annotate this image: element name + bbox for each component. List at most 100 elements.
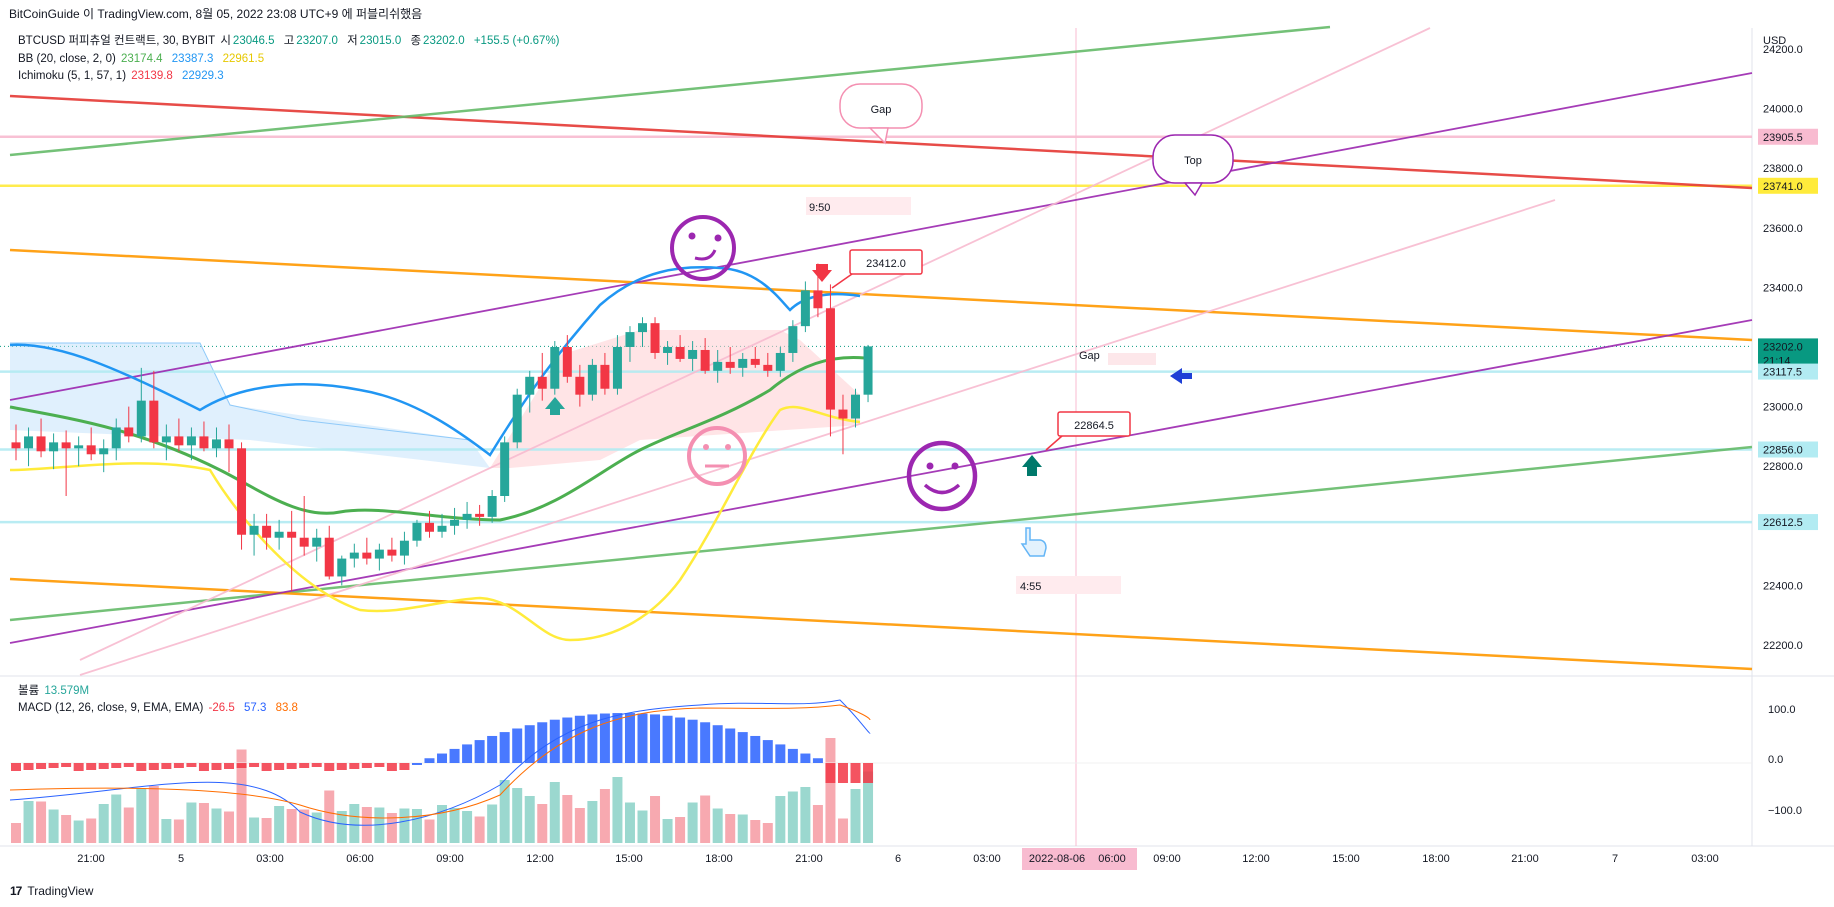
macd-hist-bar — [737, 732, 748, 763]
candle-body — [324, 537, 334, 577]
time-455-label: 4:55 — [1020, 581, 1041, 593]
publish-header: BitCoinGuide 이 TradingView.com, 8월 05, 2… — [9, 7, 423, 21]
macd-hist-bar — [224, 763, 235, 769]
candle-2 — [36, 418, 46, 458]
neutral-face-eye-l — [703, 444, 709, 450]
ichimoku-label: Ichimoku (5, 1, 57, 1) — [18, 70, 127, 82]
price-label-box — [1758, 514, 1818, 531]
candle-27 — [349, 543, 359, 568]
candle-55 — [700, 338, 710, 374]
bb-lower-line — [9, 405, 861, 642]
arrow-up-icon — [545, 397, 565, 415]
smile-face-icon — [906, 440, 978, 512]
candle-61 — [775, 347, 785, 377]
volume-bar — [386, 813, 397, 843]
candle-43 — [550, 341, 560, 395]
volume-bar — [399, 808, 410, 843]
time-950-label: 9:50 — [809, 202, 830, 214]
legend-bb[interactable]: BB (20, close, 2, 0) 23174.4 23387.3 229… — [18, 51, 270, 67]
candle-7 — [99, 439, 109, 473]
macd-hist-bar — [825, 763, 836, 783]
candle-22 — [287, 510, 297, 592]
smile-face-eye-r — [951, 462, 959, 470]
purple-channel-top — [9, 72, 1753, 401]
candle-40 — [512, 388, 522, 449]
candle-1 — [24, 427, 34, 467]
legend-macd[interactable]: MACD (12, 26, close, 9, EMA, EMA) -26.5 … — [18, 700, 304, 716]
legend-volume[interactable]: 볼륨 13.579M — [18, 683, 95, 699]
price-tick: 23400.0 — [1763, 282, 1803, 294]
macd-hist-bar — [98, 763, 109, 769]
volume-bar — [374, 807, 385, 843]
price-label-text: 23117.5 — [1763, 367, 1802, 379]
macd-hist-bar — [61, 763, 72, 767]
price-label-text: 22856.0 — [1763, 445, 1803, 457]
candle-33 — [424, 510, 434, 538]
volume-bar — [737, 814, 748, 843]
tradingview-brand[interactable]: 17 TradingView — [10, 884, 93, 898]
macd-hist-bar — [386, 763, 397, 771]
volume-bar — [675, 817, 686, 843]
candle-body — [512, 394, 522, 443]
candle-37 — [475, 504, 485, 526]
candle-body — [399, 540, 409, 556]
macd-hist-bar — [424, 758, 435, 763]
time-tick: 21:00 — [1511, 853, 1539, 865]
candle-body — [262, 525, 272, 538]
macd-hist-bar — [750, 735, 761, 763]
price-tick: 23800.0 — [1763, 163, 1803, 175]
volume-bar — [424, 819, 435, 843]
volume-bar — [549, 782, 560, 843]
macd-hist-bar — [449, 748, 460, 763]
macd-hist-bar — [487, 735, 498, 763]
macd-hist-bar — [349, 763, 360, 769]
macd-hist-bar — [675, 717, 686, 763]
open-label: 시 — [220, 35, 231, 47]
time-tick: 5 — [178, 853, 184, 865]
candle-body — [24, 436, 34, 449]
volume-bar — [524, 796, 535, 843]
volume-bar — [812, 805, 823, 843]
volume-bar — [863, 771, 874, 843]
gap-bubble-text: Gap — [871, 104, 892, 116]
volume-bar — [462, 811, 473, 843]
volume-bar — [725, 814, 736, 843]
volume-bar — [512, 788, 523, 843]
volume-bar — [624, 802, 635, 843]
candle-42 — [537, 352, 547, 401]
candle-body — [74, 445, 84, 449]
candle-54 — [688, 341, 698, 371]
macd-hist-bar — [637, 713, 648, 763]
macd-hist-bar — [324, 763, 335, 771]
candle-60 — [763, 352, 773, 377]
cursor-date-box — [1022, 848, 1137, 870]
candle-48 — [612, 335, 622, 395]
macd-hist-bar — [311, 763, 322, 767]
candle-body — [800, 290, 810, 327]
candle-body — [450, 519, 460, 526]
macd-hist-bar — [574, 715, 585, 763]
macd-hist-bar — [198, 763, 209, 771]
volume-bar — [36, 801, 47, 843]
volume-bar — [411, 809, 422, 843]
macd-hist-bar — [624, 713, 635, 763]
macd-hist-bar — [86, 763, 97, 770]
low-value: 23015.0 — [359, 35, 402, 47]
volume-bar — [286, 809, 297, 843]
legend-ichimoku[interactable]: Ichimoku (5, 1, 57, 1) 23139.8 22929.3 — [18, 68, 230, 84]
time-tick: 09:00 — [1153, 853, 1181, 865]
high-value: 23207.0 — [296, 35, 338, 47]
macd-hist-bar — [186, 763, 197, 767]
volume-bar — [599, 789, 610, 843]
candle-body — [713, 361, 723, 371]
macd-hist-bar — [361, 763, 372, 768]
candle-34 — [437, 513, 447, 538]
candle-body — [61, 442, 71, 449]
candle-18 — [237, 442, 247, 550]
grid — [0, 28, 1834, 847]
candle-body — [500, 442, 510, 496]
price-tick: 23000.0 — [1763, 402, 1803, 414]
candle-0 — [11, 424, 21, 461]
callout-23412-box — [849, 249, 923, 275]
